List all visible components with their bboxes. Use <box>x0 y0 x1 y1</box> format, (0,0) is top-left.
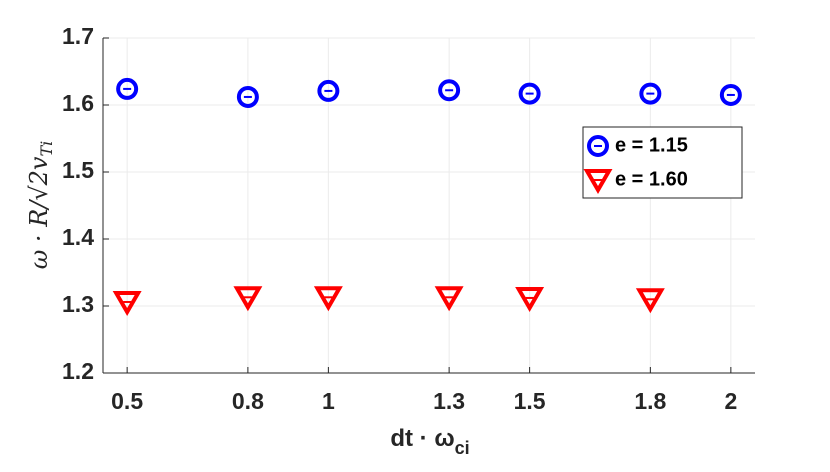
marker-ring <box>587 135 609 157</box>
x-tick-label: 0.8 <box>232 388 264 414</box>
y-tick-label: 1.5 <box>62 157 94 183</box>
circle-marker <box>518 82 541 105</box>
marker-ring <box>719 83 742 106</box>
marker-ring <box>518 82 541 105</box>
legend-label: e = 1.15 <box>615 134 688 156</box>
marker-triangle <box>313 286 343 312</box>
marker-ring <box>639 82 662 105</box>
y-tick-label: 1.3 <box>62 291 94 317</box>
x-tick-label: 1.8 <box>634 388 666 414</box>
circle-marker <box>719 83 742 106</box>
marker-ring <box>236 85 259 108</box>
y-label-sub: Ti <box>37 141 56 157</box>
circle-marker <box>317 79 340 102</box>
triangle-marker <box>434 286 464 312</box>
x-tick-label: 1.5 <box>514 388 546 414</box>
y-label-main: ω · R/√2v <box>25 156 53 269</box>
circle-marker <box>116 77 139 100</box>
triangle-marker <box>583 169 613 194</box>
circle-marker <box>438 79 461 102</box>
legend-box <box>582 126 743 199</box>
y-tick-label: 1.4 <box>62 224 94 250</box>
marker-ring <box>438 79 461 102</box>
triangle-marker <box>635 288 665 314</box>
triangle-marker <box>112 290 142 316</box>
x-tick-label: 2 <box>724 388 737 414</box>
x-label-sub: ci <box>455 438 470 458</box>
y-tick-label: 1.6 <box>62 90 94 116</box>
circle-marker <box>639 82 662 105</box>
marker-ring <box>116 77 139 100</box>
plot-area <box>103 38 755 373</box>
marker-triangle <box>635 288 665 314</box>
y-tick-label: 1.2 <box>62 358 94 384</box>
marker-triangle <box>515 286 545 312</box>
triangle-marker <box>233 286 263 312</box>
marker-triangle <box>112 290 142 316</box>
circle-marker <box>236 85 259 108</box>
triangle-marker <box>515 286 545 312</box>
marker-ring <box>317 79 340 102</box>
triangle-marker <box>313 286 343 312</box>
marker-triangle <box>434 286 464 312</box>
x-tick-label: 0.5 <box>111 388 143 414</box>
x-tick-label: 1 <box>322 388 335 414</box>
legend-label: e = 1.60 <box>615 168 688 190</box>
x-label-main: dt · ω <box>390 425 454 452</box>
circle-marker <box>587 135 609 157</box>
y-axis-label: ω · R/√2vTi <box>25 141 56 270</box>
y-tick-label: 1.7 <box>62 23 94 49</box>
marker-triangle <box>583 169 613 194</box>
x-tick-label: 1.3 <box>433 388 465 414</box>
marker-triangle <box>233 286 263 312</box>
x-axis-label: dt · ωci <box>390 425 469 457</box>
